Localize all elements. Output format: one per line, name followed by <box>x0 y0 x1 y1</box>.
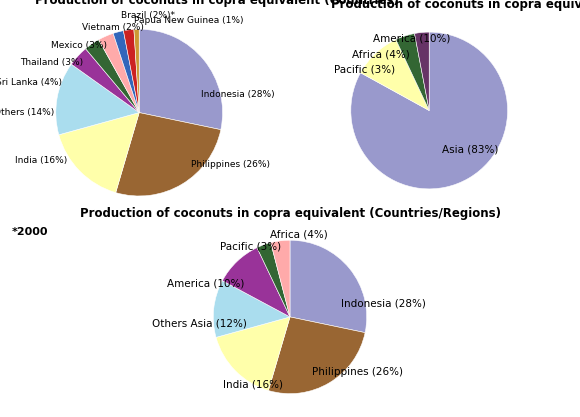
Wedge shape <box>124 29 139 113</box>
Text: Others Asia (12%): Others Asia (12%) <box>152 318 247 328</box>
Text: Pacific (3%): Pacific (3%) <box>334 65 396 75</box>
Text: Africa (4%): Africa (4%) <box>270 229 328 239</box>
Text: India (16%): India (16%) <box>223 379 283 389</box>
Text: Production of coconuts in copra equivalent (Regions): Production of coconuts in copra equivale… <box>331 0 580 11</box>
Wedge shape <box>59 113 139 193</box>
Wedge shape <box>113 31 139 113</box>
Wedge shape <box>396 33 429 111</box>
Text: America (10%): America (10%) <box>167 278 244 288</box>
Wedge shape <box>115 113 221 196</box>
Text: Thailand (3%): Thailand (3%) <box>20 58 83 67</box>
Text: Asia (83%): Asia (83%) <box>442 145 498 155</box>
Wedge shape <box>222 248 290 317</box>
Text: Brazil (2%)*: Brazil (2%)* <box>121 11 175 20</box>
Text: Vietnam (2%): Vietnam (2%) <box>82 23 143 32</box>
Wedge shape <box>56 64 139 135</box>
Text: Mexico (3%): Mexico (3%) <box>51 41 107 50</box>
Wedge shape <box>271 240 290 317</box>
Wedge shape <box>290 240 367 333</box>
Text: Sri Lanka (4%): Sri Lanka (4%) <box>0 78 62 87</box>
Title: Production of coconuts in copra equivalent (Countries/Regions): Production of coconuts in copra equivale… <box>79 207 501 220</box>
Text: India (16%): India (16%) <box>14 156 67 166</box>
Text: Africa (4%): Africa (4%) <box>351 49 409 59</box>
Text: *2000: *2000 <box>12 227 48 237</box>
Text: Indonesia (28%): Indonesia (28%) <box>201 90 274 99</box>
Wedge shape <box>351 32 508 189</box>
Wedge shape <box>134 29 139 113</box>
Wedge shape <box>415 32 429 111</box>
Text: Others (14%): Others (14%) <box>0 108 55 117</box>
Wedge shape <box>213 281 290 337</box>
Text: Indonesia (28%): Indonesia (28%) <box>341 298 426 308</box>
Text: Philippines (26%): Philippines (26%) <box>312 367 403 377</box>
Text: Pacific (3%): Pacific (3%) <box>220 241 281 251</box>
Wedge shape <box>71 49 139 113</box>
Wedge shape <box>216 317 290 391</box>
Wedge shape <box>99 33 139 113</box>
Text: Papua New Guinea (1%): Papua New Guinea (1%) <box>135 16 244 25</box>
Wedge shape <box>257 243 290 317</box>
Wedge shape <box>86 40 139 113</box>
Text: Philippines (26%): Philippines (26%) <box>191 160 270 169</box>
Wedge shape <box>139 29 223 130</box>
Text: America (10%): America (10%) <box>374 33 451 43</box>
Text: Production of coconuts in copra equivalent (Countries): Production of coconuts in copra equivale… <box>35 0 399 7</box>
Wedge shape <box>361 40 429 111</box>
Wedge shape <box>269 317 365 394</box>
